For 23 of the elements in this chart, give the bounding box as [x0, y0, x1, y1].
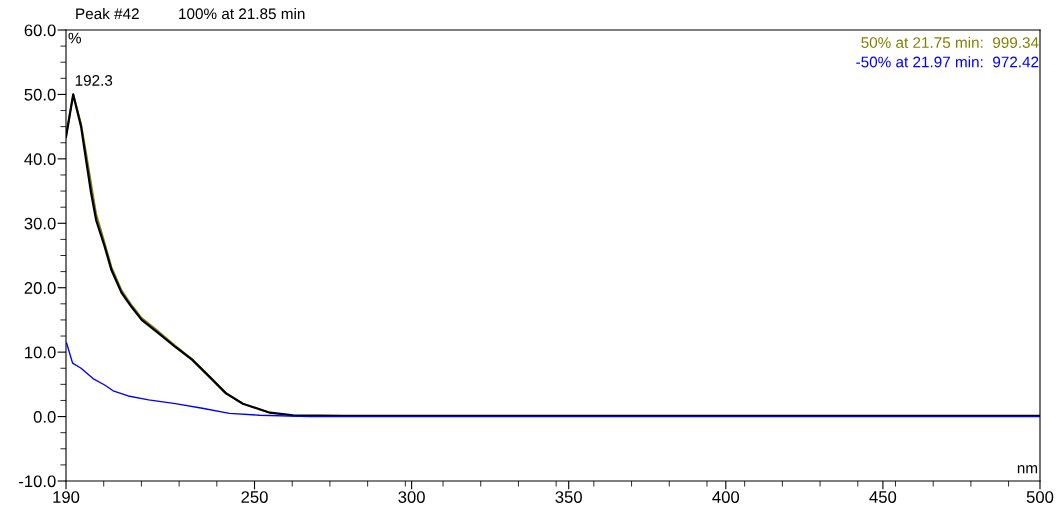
x-tick-label: 350 — [555, 491, 582, 503]
y-axis-title: % — [68, 32, 81, 44]
x-tick-label: 400 — [712, 491, 740, 503]
y-tick-label: 40.0 — [24, 153, 56, 166]
y-tick-label: 60.0 — [24, 24, 56, 37]
x-tick-label: 300 — [398, 491, 425, 503]
text: 100% at 21.85 min — [179, 7, 305, 20]
x-tick-label: 500 — [1026, 491, 1054, 503]
y-tick-label: -10.0 — [19, 475, 56, 488]
y-tick-label: 20.0 — [24, 282, 56, 294]
y-tick-label: 50.0 — [24, 88, 56, 101]
line-series — [66, 342, 1040, 418]
y-tick-label: 30.0 — [24, 217, 56, 230]
y-tick-label: 0.0 — [33, 410, 56, 423]
chart-title: Peak #42 — [76, 7, 139, 20]
y-tick-label: 10.0 — [25, 346, 56, 359]
x-tick-label: 450 — [869, 491, 897, 503]
annotation: 192.3 — [75, 75, 113, 86]
x-axis-title: nm — [1017, 465, 1038, 474]
x-tick-label: 190 — [53, 491, 80, 503]
x-tick-label: 250 — [241, 491, 268, 503]
text: 50% at 21.75 min: 999.34 — [861, 36, 1039, 48]
text: -50% at 21.97 min: 972.42 — [856, 56, 1039, 68]
